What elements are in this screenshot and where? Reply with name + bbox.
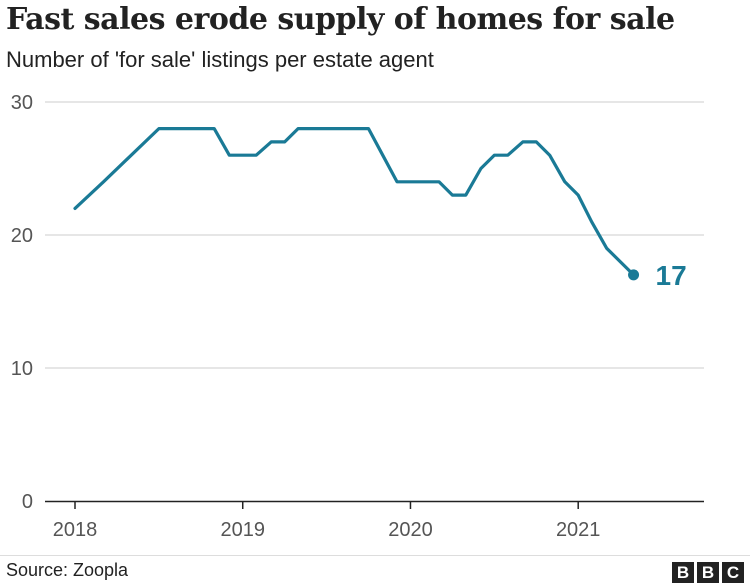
bbc-logo-letter-2: B: [697, 562, 719, 583]
x-axis-ticks: 2018 2019 2020 2021: [53, 501, 601, 541]
gridlines: [45, 101, 704, 369]
bbc-logo: B B C: [672, 562, 744, 583]
source-note: Source: Zoopla: [6, 560, 129, 580]
bbc-logo-letter-3: C: [722, 562, 744, 583]
chart-title: Fast sales erode supply of homes for sal…: [6, 2, 675, 37]
y-tick-label-0: 0: [22, 491, 33, 513]
series-layer: 17: [73, 127, 687, 291]
footer-divider: [0, 555, 750, 556]
x-tick-label-2018: 2018: [53, 519, 98, 541]
series-line-0: [73, 127, 636, 277]
y-tick-label-30: 30: [11, 92, 33, 114]
x-tick-label-2019: 2019: [220, 519, 265, 541]
series-end-label: 17: [656, 260, 687, 291]
y-tick-label-10: 10: [11, 358, 33, 380]
y-axis-ticks: 0 10 20 30: [11, 92, 33, 513]
line-chart: 0 10 20 30 2018 2019 2020 2021 17: [11, 92, 704, 541]
x-tick-label-2021: 2021: [556, 519, 601, 541]
x-tick-label-2020: 2020: [388, 519, 433, 541]
chart-subtitle: Number of 'for sale' listings per estate…: [6, 47, 434, 72]
bbc-logo-letter-1: B: [672, 562, 694, 583]
y-tick-label-20: 20: [11, 225, 33, 247]
series-end-point: [628, 269, 640, 281]
